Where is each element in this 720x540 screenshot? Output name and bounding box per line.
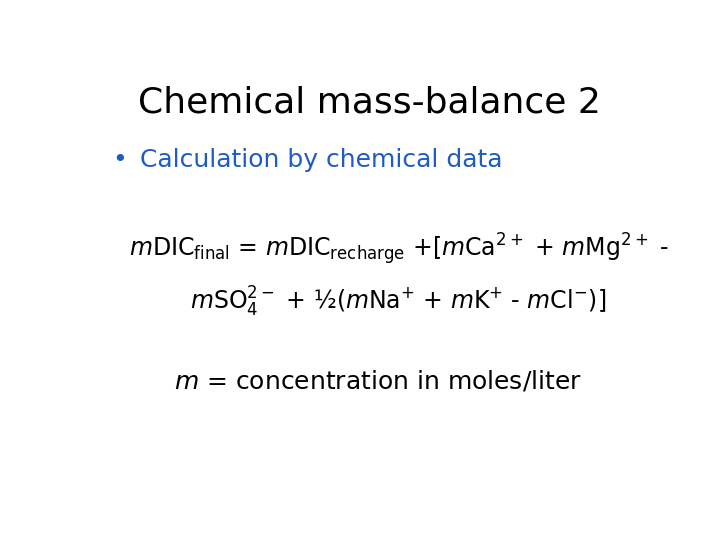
Text: Chemical mass-balance 2: Chemical mass-balance 2 xyxy=(138,85,600,119)
Text: $\mathit{m}$SO$_4^\mathregular{2-}$ + ½($\mathit{m}$Na$^\mathregular{+}$ + $\mat: $\mathit{m}$SO$_4^\mathregular{2-}$ + ½(… xyxy=(190,285,606,319)
Text: •: • xyxy=(112,148,127,172)
Text: $\mathit{m}$DIC$_\mathregular{final}$ = $\mathit{m}$DIC$_\mathregular{recharge}$: $\mathit{m}$DIC$_\mathregular{final}$ = … xyxy=(129,231,669,267)
Text: $\mathit{m}$ = concentration in moles/liter: $\mathit{m}$ = concentration in moles/li… xyxy=(174,368,582,393)
Text: Calculation by chemical data: Calculation by chemical data xyxy=(140,148,503,172)
